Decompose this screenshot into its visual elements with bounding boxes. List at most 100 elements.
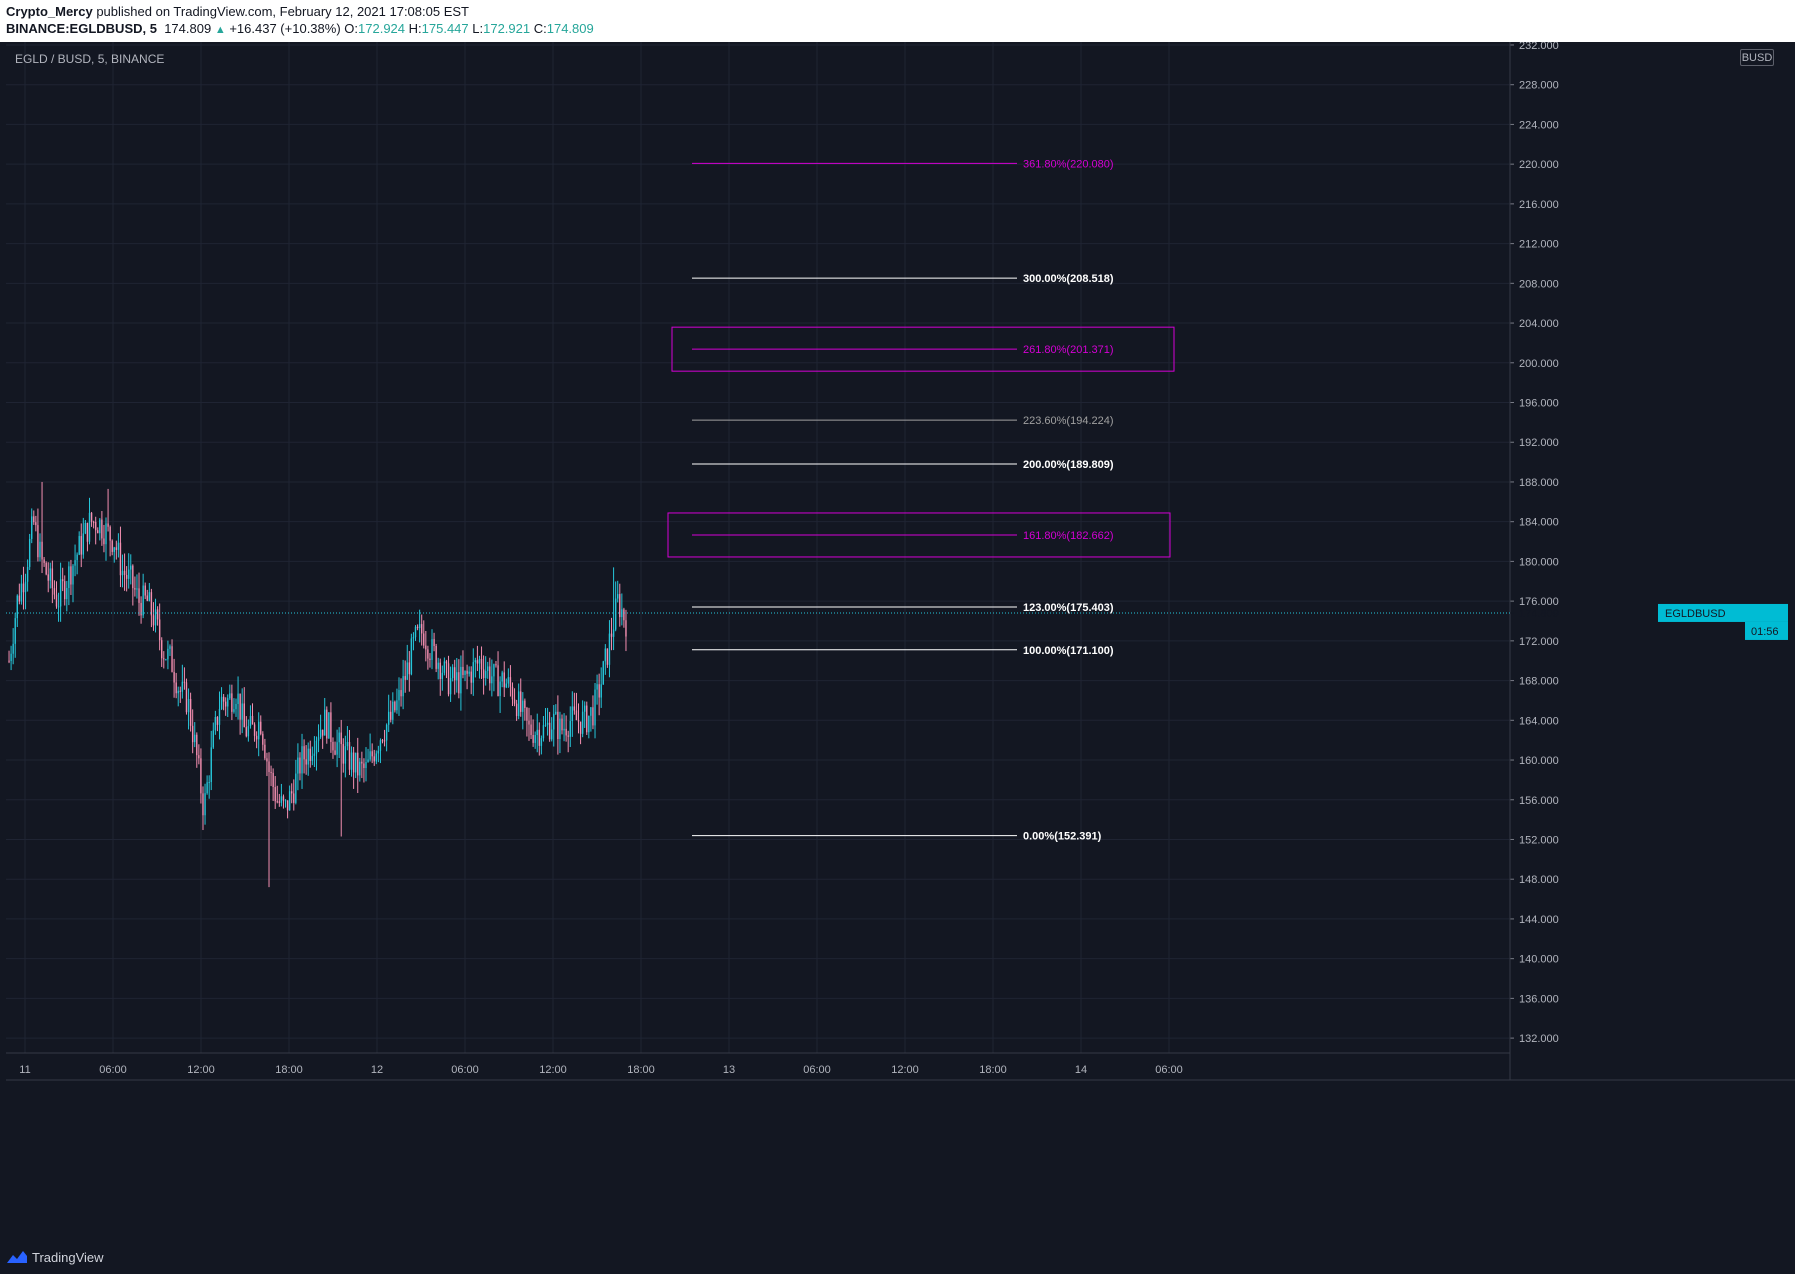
candle-body: [253, 724, 256, 736]
fib-level-label: 100.00%(171.100): [1023, 645, 1114, 657]
candle-body: [171, 646, 173, 672]
price-chart[interactable]: 232.000 228.000 224.000 220.000 216.000 212.0…: [0, 42, 1795, 1274]
fib-level-label: 200.00%(189.809): [1023, 459, 1114, 471]
candle-body: [282, 796, 285, 801]
currency-badge[interactable]: BUSD: [1740, 49, 1774, 66]
candle-body: [338, 732, 340, 743]
candle-body: [363, 763, 365, 769]
candle-body: [158, 619, 161, 641]
candle-body: [74, 560, 76, 566]
candle-body: [456, 672, 458, 681]
candle-body: [175, 682, 177, 694]
candle-body: [220, 696, 223, 709]
candle-body: [156, 609, 159, 620]
candle-body: [311, 755, 314, 761]
candle-body: [68, 566, 70, 588]
candle-body: [299, 757, 301, 774]
candle-body: [22, 583, 25, 593]
candle-body: [497, 665, 499, 696]
candle-body: [466, 670, 468, 674]
tradingview-brand[interactable]: TradingView: [6, 1247, 104, 1267]
y-tick-label: 180.000: [1519, 556, 1559, 568]
candle-body: [604, 648, 607, 662]
y-tick-label: 156.000: [1519, 795, 1559, 807]
candle-body: [227, 698, 229, 707]
change-value: +16.437 (+10.38%): [229, 21, 341, 36]
candle-body: [458, 672, 460, 694]
candle-body: [524, 700, 526, 708]
candle-body: [381, 740, 384, 742]
candle-body: [394, 701, 396, 711]
y-tick-label: 224.000: [1519, 119, 1559, 131]
publish-info: Crypto_Mercy published on TradingView.co…: [6, 4, 469, 20]
candle-body: [189, 698, 192, 726]
candle-body: [305, 759, 307, 765]
candle-body: [472, 662, 474, 683]
candle-body: [78, 536, 80, 555]
y-tick-label: 148.000: [1519, 874, 1559, 886]
candle-body: [610, 633, 613, 637]
candle-body: [233, 709, 235, 712]
candle-body: [16, 595, 18, 619]
candle-body: [476, 660, 479, 664]
candle-body: [328, 712, 330, 739]
low-label: L:: [472, 21, 484, 36]
candle-body: [354, 752, 357, 773]
fib-target-box: [667, 512, 1171, 558]
y-tick-label: 140.000: [1519, 954, 1559, 966]
candle-body: [51, 568, 54, 589]
x-tick-label: 18:00: [979, 1064, 1007, 1076]
x-tick-label: 06:00: [451, 1064, 479, 1076]
candle-body: [557, 711, 559, 740]
candle-body: [194, 734, 196, 743]
candle-body: [625, 620, 627, 637]
y-tick-label: 152.000: [1519, 834, 1559, 846]
x-tick-label: 18:00: [275, 1064, 303, 1076]
candle-body: [266, 758, 268, 762]
candle-body: [33, 516, 35, 523]
candle-body: [350, 752, 353, 770]
y-tick-label: 172.000: [1519, 636, 1559, 648]
author-name[interactable]: Crypto_Mercy: [6, 4, 93, 19]
y-tick-label: 232.000: [1519, 42, 1559, 52]
candle-body: [612, 629, 615, 637]
candle-body: [35, 522, 37, 526]
candle-body: [191, 725, 194, 743]
candle-body: [357, 752, 359, 776]
candle-body: [427, 649, 429, 659]
candle-body: [88, 512, 91, 542]
candle-body: [377, 750, 380, 754]
candle-body: [303, 746, 305, 760]
candle-body: [274, 787, 276, 802]
candle-body: [61, 579, 64, 582]
candle-body: [451, 667, 454, 679]
candle-body: [115, 547, 118, 550]
candle-body: [443, 661, 446, 673]
candle-body: [515, 703, 518, 717]
countdown-value: 01:56: [1751, 626, 1779, 638]
open-label: O:: [344, 21, 359, 36]
candle-body: [484, 670, 487, 679]
fib-level-label: 300.00%(208.518): [1023, 273, 1114, 285]
candle-body: [224, 701, 227, 707]
y-tick-label: 200.000: [1519, 358, 1559, 370]
low-value: 172.921: [483, 21, 531, 36]
candle-body: [295, 773, 297, 803]
candle-body: [243, 703, 245, 728]
candle-body: [313, 753, 316, 756]
x-tick-label: 06:00: [99, 1064, 127, 1076]
candle-body: [536, 729, 538, 735]
x-tick-label: 12:00: [187, 1064, 215, 1076]
candle-body: [66, 587, 68, 600]
candle-body: [293, 793, 295, 803]
candle-body: [478, 659, 481, 664]
candle-body: [598, 684, 600, 698]
candle-body: [12, 643, 14, 654]
candle-body: [264, 744, 266, 759]
candle-body: [291, 791, 293, 794]
candle-body: [70, 566, 72, 585]
fib-target-box: [671, 326, 1175, 372]
candle-body: [187, 698, 190, 713]
x-tick-label: 12:00: [891, 1064, 919, 1076]
candle-body: [128, 569, 130, 579]
